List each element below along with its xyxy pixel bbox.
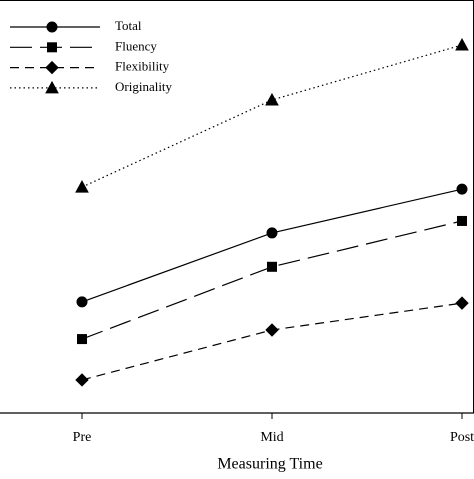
x-axis-title: Measuring Time (217, 456, 322, 473)
data-point (75, 373, 89, 387)
legend-marker (45, 80, 59, 94)
legend-marker (47, 42, 57, 53)
x-tick-label: Post (450, 430, 474, 445)
data-point (265, 92, 279, 106)
legend-label: Total (115, 18, 142, 33)
legend-label: Originality (115, 79, 173, 94)
x-tick-label: Pre (73, 430, 92, 445)
data-point (266, 227, 278, 239)
data-point (455, 37, 469, 51)
data-point (265, 323, 279, 337)
data-point (76, 296, 88, 308)
series-line (81, 220, 463, 340)
data-point (267, 261, 277, 272)
legend-marker (45, 60, 59, 75)
x-tick-label: Mid (260, 430, 283, 445)
legend-marker (46, 21, 58, 33)
series-line (81, 188, 463, 303)
data-point (77, 334, 87, 345)
legend-label: Fluency (115, 38, 157, 53)
data-point (457, 215, 467, 226)
data-point (455, 296, 469, 310)
data-point (75, 180, 89, 193)
data-point (456, 183, 468, 195)
series-line (81, 302, 463, 381)
legend-label: Flexibility (115, 59, 170, 74)
